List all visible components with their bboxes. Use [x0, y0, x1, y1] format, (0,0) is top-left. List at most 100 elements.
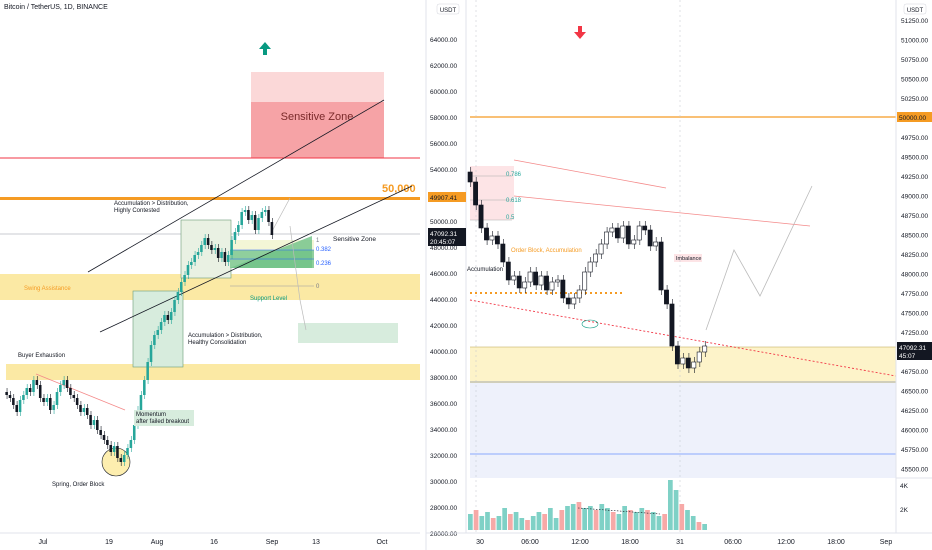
candle: [614, 227, 620, 239]
candle: [139, 395, 143, 410]
right-time-axis[interactable]: 30 06:00 12:00 18:00 31 06:00 12:00 18:00 Sep: [476, 539, 892, 546]
volume-bar: [599, 504, 605, 530]
price-tick-right: 49750.00: [901, 135, 928, 142]
candle: [473, 181, 479, 206]
time-label-right: 18:00: [827, 539, 845, 546]
volume-bar: [530, 516, 536, 530]
candle: [52, 405, 55, 410]
right-left-price-axis[interactable]: 64000.00 62000.00 60000.00 58000.00 56000.00…: [430, 37, 457, 538]
candle: [35, 380, 39, 385]
left-time-axis[interactable]: Jul 19 Aug 16 Sep 13 Oct: [39, 539, 388, 546]
candle: [79, 405, 82, 412]
candle: [89, 415, 92, 425]
candle: [237, 225, 240, 232]
candle: [270, 222, 274, 235]
volume-bar: [576, 502, 582, 530]
axis-unit-badge-right[interactable]: [903, 3, 927, 15]
candle: [116, 446, 119, 458]
candle: [62, 380, 66, 385]
level-50k-label: 50,000: [382, 183, 416, 195]
candle: [691, 361, 697, 369]
candle: [166, 315, 170, 320]
annotation-spring: Spring, Order Block: [52, 482, 105, 488]
time-label: 16: [210, 539, 218, 546]
candle: [267, 210, 270, 222]
candle: [554, 279, 560, 283]
candle: [196, 252, 200, 255]
volume-bar: [473, 510, 479, 530]
accumulation-ellipse: [581, 319, 599, 329]
sensitive-zone: [251, 102, 384, 158]
volume-bar: [656, 516, 662, 530]
candle: [200, 245, 203, 252]
axis-unit-badge[interactable]: [436, 3, 460, 15]
candle: [186, 265, 190, 275]
time-label-right: 18:00: [621, 539, 639, 546]
price-tick-right: 48500.00: [901, 233, 928, 240]
candle: [247, 210, 250, 220]
price-tick-right: 49250.00: [901, 174, 928, 181]
swing-assistance-zone: [0, 274, 420, 300]
volume-bar: [702, 524, 707, 530]
price-tick-right: 49500.00: [901, 155, 928, 162]
price-tick-right: 50750.00: [901, 57, 928, 64]
channel-upper: [87, 99, 385, 273]
candle: [233, 232, 237, 240]
left-chart[interactable]: Sensitive Zone 50,000 1 0.382 0.236 0 Se…: [0, 0, 420, 546]
momentum-box: [134, 410, 194, 426]
time-label: Oct: [377, 539, 388, 546]
volume-bar: [582, 508, 587, 530]
candle: [149, 345, 153, 362]
price-tag-50k: [428, 192, 466, 202]
volume-tick: 2K: [900, 507, 909, 514]
fib-zone-1: [230, 240, 314, 250]
candle: [69, 388, 72, 395]
candle: [685, 357, 691, 369]
price-tag-current-timer: 20:45:07: [430, 239, 456, 246]
candle: [82, 408, 86, 412]
candle: [500, 243, 506, 263]
time-label-right: 31: [676, 539, 684, 546]
volume-bar: [542, 514, 547, 530]
candle: [216, 248, 220, 258]
right-chart[interactable]: 64000.00 62000.00 60000.00 58000.00 56000.00…: [426, 0, 932, 546]
price-tick: 34000.00: [430, 427, 457, 434]
candle: [59, 385, 62, 392]
volume-bar: [490, 518, 496, 530]
sensitive-zone-upper: [251, 72, 384, 102]
candle: [213, 248, 217, 250]
candle: [109, 445, 113, 452]
volume-bar: [650, 512, 656, 530]
projection-path-right: [705, 185, 813, 331]
price-tick: 60000.00: [430, 89, 457, 96]
price-tick-right: 45500.00: [901, 467, 928, 474]
price-tag-50k-text: 49907.41: [430, 195, 457, 202]
price-tag-current-right-value: 47092.31: [899, 345, 926, 352]
volume-bar: [525, 520, 530, 530]
candle: [45, 398, 49, 402]
candle: [55, 392, 59, 405]
candle: [669, 303, 675, 347]
volume-bar: [668, 480, 673, 530]
volume-bar: [662, 514, 667, 530]
fib-label: 0.236: [316, 261, 332, 267]
panel-separator[interactable]: [420, 0, 425, 550]
price-tick-right: 51000.00: [901, 38, 928, 45]
candle: [631, 239, 637, 245]
price-tick: 44000.00: [430, 297, 457, 304]
price-tick: 50000.00: [430, 219, 457, 226]
fib-label-right: 0.618: [506, 198, 522, 204]
time-label-right: 06:00: [724, 539, 742, 546]
price-tick: 32000.00: [430, 453, 457, 460]
price-tick-right: 46000.00: [901, 428, 928, 435]
price-tick: 48000.00: [430, 245, 457, 252]
right-price-axis[interactable]: 51250.00 51000.00 50750.00 50500.00 50250.00…: [901, 18, 928, 474]
axis-unit-label-right: USDT: [907, 8, 924, 14]
price-tag-50k-right-text: 50000.00: [899, 115, 926, 122]
symbol-title[interactable]: Bitcoin / TetherUS, 1D, BINANCE: [4, 4, 108, 11]
candle: [146, 362, 149, 380]
price-tick-right: 48750.00: [901, 213, 928, 220]
price-tick-right: 46500.00: [901, 389, 928, 396]
